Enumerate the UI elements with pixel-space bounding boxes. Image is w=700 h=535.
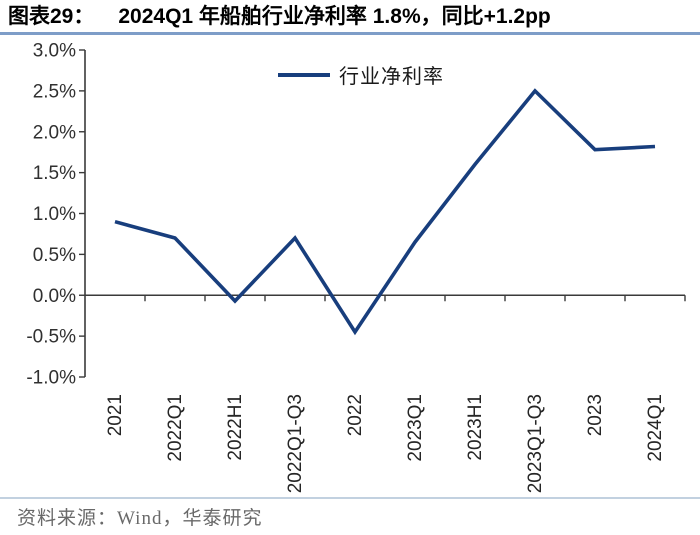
footer-divider xyxy=(0,497,700,499)
title-divider xyxy=(0,32,700,35)
y-tick-label: 1.0% xyxy=(33,204,76,225)
y-tick-label: 3.0% xyxy=(33,41,76,62)
legend-series-label: 行业净利率 xyxy=(339,66,444,88)
x-tick-label: 2023H1 xyxy=(465,394,486,461)
figure-number: 图表29： xyxy=(8,5,95,28)
y-tick-label: -0.5% xyxy=(26,327,76,348)
legend-line-swatch xyxy=(278,72,330,77)
y-tick-label: 0.0% xyxy=(33,286,76,307)
source-text: 资料来源：Wind，华泰研究 xyxy=(17,508,263,529)
x-tick-label: 2021 xyxy=(105,394,126,436)
source-note: 资料来源：Wind，华泰研究 xyxy=(17,503,262,530)
figure-title: 2024Q1 年船舶行业净利率 1.8%，同比+1.2pp xyxy=(118,5,551,28)
net-margin-line xyxy=(114,88,656,336)
x-tick-label: 2024Q1 xyxy=(645,394,666,462)
y-tick-label: -1.0% xyxy=(26,368,76,389)
y-tick-label: 2.5% xyxy=(33,81,76,102)
x-tick-label: 2023Q1 xyxy=(405,394,426,462)
x-tick-label: 2022 xyxy=(345,394,366,436)
chart-legend: 行业净利率 xyxy=(278,60,444,89)
x-tick-label: 2023 xyxy=(585,394,606,436)
x-tick-label: 2023Q1-Q3 xyxy=(525,394,546,493)
x-tick-label: 2022Q1-Q3 xyxy=(285,394,306,493)
figure-header: 图表29： 2024Q1 年船舶行业净利率 1.8%，同比+1.2pp xyxy=(8,3,551,31)
y-tick-label: 2.0% xyxy=(33,122,76,143)
x-tick-label: 2022Q1 xyxy=(165,394,186,462)
x-tick-label: 2022H1 xyxy=(225,394,246,461)
y-tick-label: 0.5% xyxy=(33,245,76,266)
y-tick-label: 1.5% xyxy=(33,163,76,184)
